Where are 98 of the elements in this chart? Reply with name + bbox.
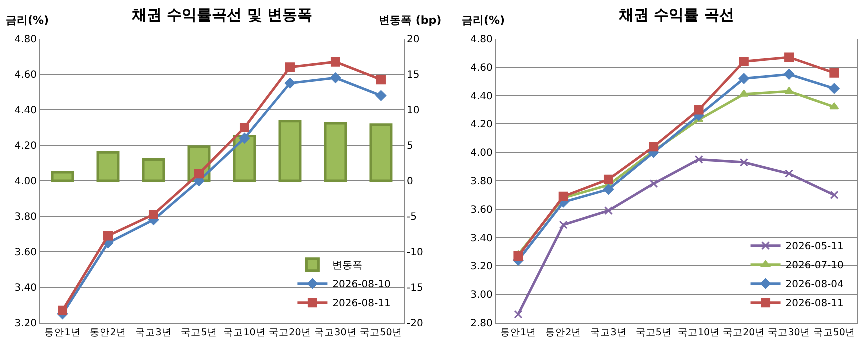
- y-tick-label: 4.60: [14, 70, 37, 81]
- y-axis-title: 금리(%): [462, 14, 506, 27]
- legend-label: 2026-07-10: [786, 260, 844, 272]
- point: [604, 206, 613, 216]
- y-tick-label: 3.80: [14, 212, 37, 223]
- y-tick-label: 3.60: [470, 204, 493, 216]
- y2-tick-label: 20: [406, 34, 420, 46]
- x-tick-label: 국고30년: [314, 327, 357, 338]
- point: [58, 306, 68, 316]
- point: [148, 210, 158, 220]
- point: [830, 68, 840, 78]
- point: [284, 78, 296, 89]
- y-tick-label: 4.60: [470, 62, 493, 74]
- y2-axis-title: 변동폭 (bp): [379, 14, 442, 27]
- y-tick-label: 4.80: [14, 34, 37, 46]
- x-tick-label: 국고20년: [723, 327, 766, 338]
- x-tick-label: 통안2년: [546, 327, 582, 338]
- y-tick-label: 3.40: [470, 233, 493, 244]
- bar: [278, 120, 302, 182]
- bar: [142, 158, 166, 182]
- legend-label: 2026-05-11: [786, 242, 844, 253]
- x-tick-label: 통안2년: [90, 327, 126, 338]
- y-axis-title: 금리(%): [6, 14, 50, 27]
- y2-tick-label: 10: [406, 106, 420, 116]
- x-tick-label: 국고3년: [590, 327, 627, 338]
- point: [559, 220, 568, 230]
- point: [604, 174, 614, 184]
- legend-label: 2026-08-10: [332, 280, 391, 291]
- y2-tick-label: -15: [406, 283, 424, 294]
- x-tick-label: 국고10년: [678, 327, 720, 338]
- legend-label: 2026-08-11: [786, 298, 844, 310]
- y-tick-label: 4.00: [470, 148, 493, 160]
- bar: [370, 124, 393, 182]
- y-tick-label: 3.60: [14, 248, 37, 258]
- point: [194, 169, 204, 179]
- chart-title: 채권 수익률곡선 및 변동폭: [131, 6, 313, 24]
- point: [739, 56, 749, 66]
- y2-tick-label: 15: [406, 70, 420, 81]
- y-tick-label: 4.40: [14, 106, 37, 116]
- point: [740, 158, 748, 167]
- point: [603, 184, 614, 195]
- x-tick-label: 국고5년: [181, 327, 218, 338]
- point: [784, 87, 794, 94]
- x-tick-label: 국고30년: [768, 327, 810, 338]
- point: [694, 105, 704, 115]
- legend-label: 2026-08-11: [332, 298, 391, 310]
- y-tick-label: 4.80: [470, 34, 493, 46]
- y-tick-label: 3.40: [14, 283, 37, 294]
- point: [285, 62, 295, 72]
- bar: [324, 122, 348, 182]
- chart-title: 채권 수익률 곡선: [618, 6, 734, 24]
- bar: [233, 135, 256, 182]
- y-tick-label: 4.20: [14, 141, 37, 152]
- bar: [51, 171, 74, 182]
- y2-tick-label: -10: [406, 248, 424, 258]
- point: [330, 72, 342, 84]
- y2-tick-label: 0: [406, 176, 414, 188]
- point: [239, 133, 250, 144]
- point: [514, 252, 524, 262]
- y2-tick-label: -20: [406, 318, 424, 330]
- y2-tick-label: 5: [406, 141, 414, 152]
- y2-tick-label: -5: [406, 212, 417, 223]
- point: [784, 52, 794, 62]
- y-tick-label: 2.80: [470, 318, 493, 330]
- x-tick-label: 국고50년: [813, 327, 856, 338]
- point: [830, 190, 839, 200]
- bar: [96, 151, 120, 182]
- point: [330, 57, 340, 67]
- point: [649, 142, 659, 152]
- point: [650, 180, 658, 188]
- x-tick-label: 국고10년: [224, 327, 266, 338]
- point: [376, 90, 387, 102]
- y-tick-label: 3.00: [470, 290, 493, 302]
- point: [514, 310, 523, 319]
- x-tick-label: 통안1년: [500, 327, 536, 338]
- x-tick-label: 국고3년: [136, 327, 172, 338]
- y-tick-label: 4.40: [470, 91, 493, 102]
- point: [830, 102, 840, 110]
- point: [694, 155, 704, 164]
- y-tick-label: 3.20: [470, 262, 493, 273]
- legend-label: 변동폭: [332, 260, 363, 272]
- legend-label: 2026-08-04: [786, 280, 844, 291]
- point: [784, 69, 795, 80]
- x-tick-label: 국고20년: [269, 327, 312, 338]
- y-tick-label: 3.20: [14, 318, 37, 330]
- point: [829, 83, 840, 94]
- y-tick-label: 4.20: [470, 120, 493, 131]
- y-tick-label: 4.00: [14, 176, 37, 188]
- point: [738, 73, 750, 84]
- point: [739, 90, 749, 97]
- point: [104, 231, 113, 241]
- point: [785, 170, 794, 178]
- y-tick-label: 3.80: [470, 176, 493, 188]
- point: [240, 123, 250, 132]
- x-tick-label: 국고50년: [360, 327, 402, 338]
- x-tick-label: 국고5년: [636, 327, 672, 338]
- point: [376, 75, 386, 85]
- x-tick-label: 통안1년: [44, 327, 81, 338]
